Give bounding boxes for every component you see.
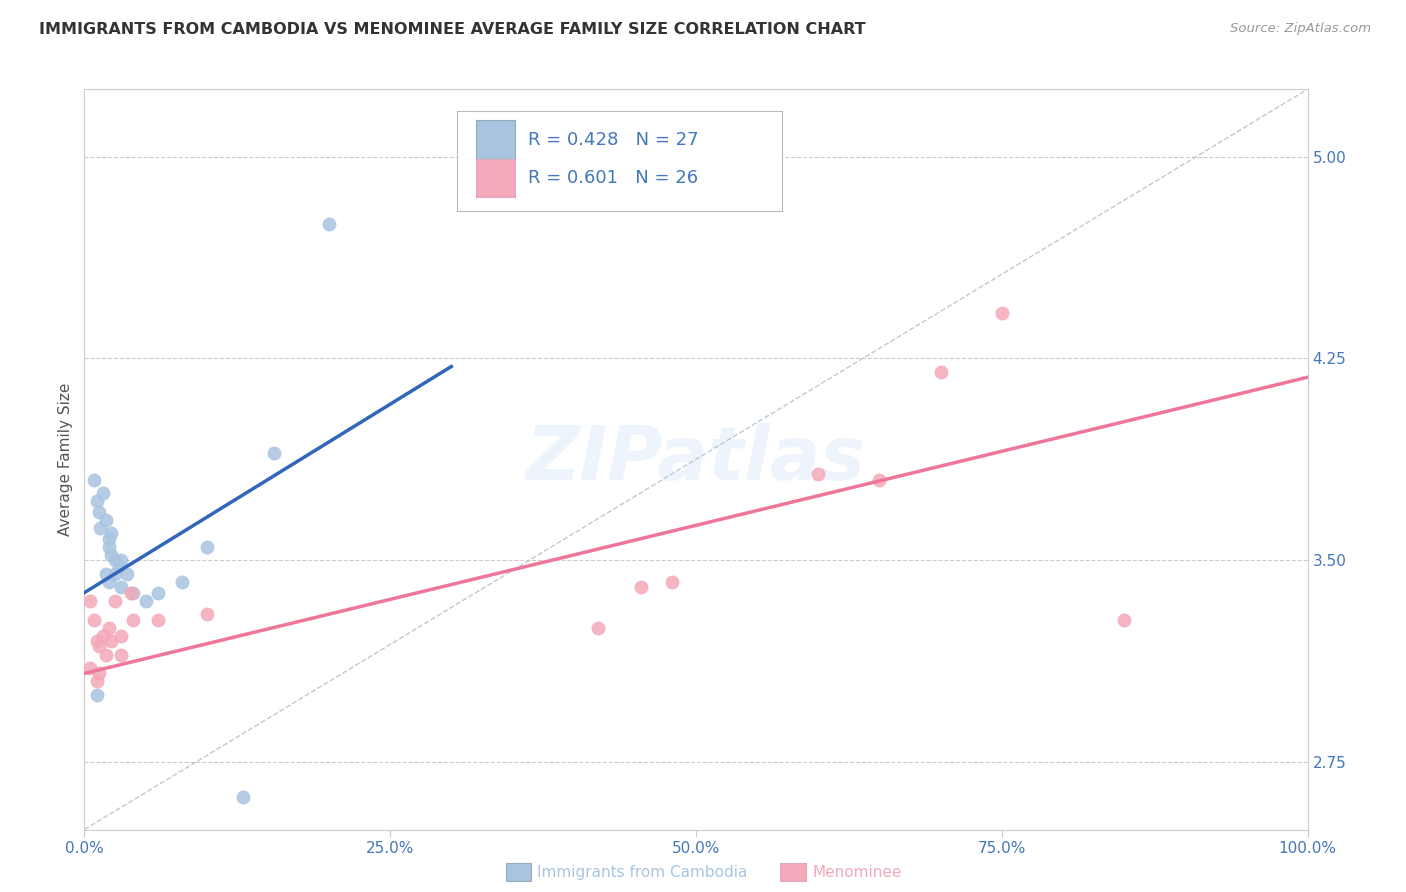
Point [89, 521, 111, 535]
Point [318, 217, 340, 231]
Point [115, 566, 138, 581]
Point [110, 629, 132, 643]
Point [195, 540, 218, 554]
Point [991, 306, 1014, 320]
Point [86, 674, 108, 689]
Bar [475, 159, 515, 197]
Bar [475, 120, 515, 159]
Text: R = 0.601   N = 26: R = 0.601 N = 26 [529, 169, 699, 187]
Point [146, 613, 169, 627]
Point [83, 613, 105, 627]
Point [195, 607, 218, 622]
Point [96, 648, 118, 662]
Point [104, 566, 127, 581]
Point [172, 574, 194, 589]
Point [263, 445, 285, 459]
Point [91, 486, 114, 500]
Point [100, 526, 122, 541]
Point [79, 593, 101, 607]
Point [97, 574, 120, 589]
Point [232, 790, 254, 805]
Y-axis label: Average Family Size: Average Family Size [58, 383, 73, 536]
Point [97, 621, 120, 635]
Point [86, 688, 108, 702]
Point [104, 593, 127, 607]
Point [87, 666, 110, 681]
Point [104, 553, 127, 567]
FancyBboxPatch shape [457, 112, 782, 211]
Point [79, 661, 101, 675]
Point [96, 566, 118, 581]
Point [97, 540, 120, 554]
Point [586, 621, 609, 635]
Point [146, 585, 169, 599]
Point [91, 629, 114, 643]
Point [630, 580, 652, 594]
Text: Menominee: Menominee [813, 865, 903, 880]
Point [110, 553, 132, 567]
Point [100, 634, 122, 648]
Point [120, 585, 142, 599]
Text: R = 0.428   N = 27: R = 0.428 N = 27 [529, 130, 699, 149]
Point [110, 580, 132, 594]
Point [807, 467, 830, 482]
Point [110, 648, 132, 662]
Point [1114, 613, 1136, 627]
Point [100, 548, 122, 562]
Text: Immigrants from Cambodia: Immigrants from Cambodia [537, 865, 748, 880]
Point [96, 513, 118, 527]
Point [86, 494, 108, 508]
Point [87, 505, 110, 519]
Point [135, 593, 157, 607]
Text: Source: ZipAtlas.com: Source: ZipAtlas.com [1230, 22, 1371, 36]
Point [122, 585, 145, 599]
Point [87, 640, 110, 654]
Text: ZIPatlas: ZIPatlas [526, 423, 866, 496]
Point [661, 574, 683, 589]
Point [97, 532, 120, 546]
Point [929, 365, 952, 379]
Point [107, 558, 129, 573]
Point [869, 473, 891, 487]
Point [86, 634, 108, 648]
Point [83, 473, 105, 487]
Text: IMMIGRANTS FROM CAMBODIA VS MENOMINEE AVERAGE FAMILY SIZE CORRELATION CHART: IMMIGRANTS FROM CAMBODIA VS MENOMINEE AV… [39, 22, 866, 37]
Point [122, 613, 145, 627]
